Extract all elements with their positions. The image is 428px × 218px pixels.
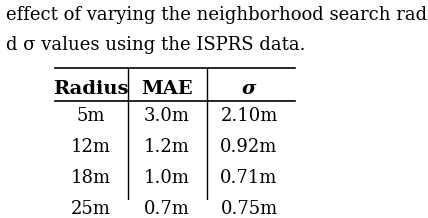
Text: 0.7m: 0.7m xyxy=(144,200,190,218)
Text: 1.2m: 1.2m xyxy=(144,138,190,156)
Text: 1.0m: 1.0m xyxy=(144,169,190,187)
Text: effect of varying the neighborhood search radii o: effect of varying the neighborhood searc… xyxy=(6,6,428,24)
Text: 5m: 5m xyxy=(77,107,105,125)
Text: 12m: 12m xyxy=(71,138,111,156)
Text: MAE: MAE xyxy=(141,80,193,98)
Text: d σ values using the ISPRS data.: d σ values using the ISPRS data. xyxy=(6,36,306,54)
Text: 2.10m: 2.10m xyxy=(220,107,278,125)
Text: Radius: Radius xyxy=(54,80,129,98)
Text: 3.0m: 3.0m xyxy=(144,107,190,125)
Text: 18m: 18m xyxy=(71,169,111,187)
Text: 0.92m: 0.92m xyxy=(220,138,278,156)
Text: 0.75m: 0.75m xyxy=(220,200,278,218)
Text: 0.71m: 0.71m xyxy=(220,169,278,187)
Text: σ: σ xyxy=(242,80,256,98)
Text: 25m: 25m xyxy=(71,200,111,218)
